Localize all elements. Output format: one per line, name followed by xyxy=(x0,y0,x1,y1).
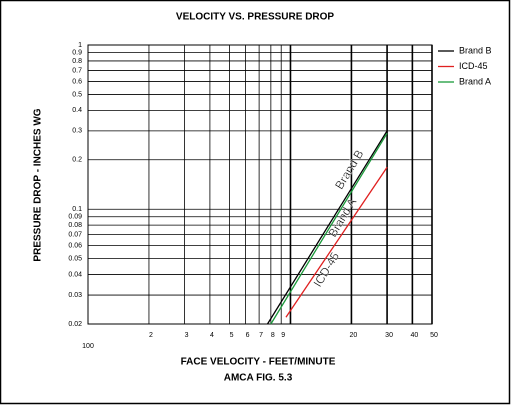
x-tick-label: 8 xyxy=(271,332,275,339)
x-tick-label: 9 xyxy=(281,332,285,339)
y-tick-label: 0.4 xyxy=(72,107,82,114)
chart-title: VELOCITY VS. PRESSURE DROP xyxy=(176,12,335,23)
y-axis-label: PRESSURE DROP - INCHES WG xyxy=(33,108,44,261)
y-tick-label: 0.9 xyxy=(72,49,82,56)
x-tick-label: 3 xyxy=(185,332,189,339)
x-tick-label: 100 xyxy=(82,343,94,350)
legend-label: ICD-45 xyxy=(459,61,488,71)
x-tick-label: 2 xyxy=(149,332,153,339)
y-tick-label: 0.08 xyxy=(68,222,82,229)
x-axis-label: FACE VELOCITY - FEET/MINUTE xyxy=(181,357,336,368)
x-tick-label: 7 xyxy=(259,332,263,339)
y-tick-label: 0.05 xyxy=(68,255,82,262)
y-tick-label: 0.1 xyxy=(72,206,82,213)
y-tick-label: 0.07 xyxy=(68,231,82,238)
y-tick-label: 1 xyxy=(78,42,82,49)
series-line xyxy=(266,130,388,325)
y-tick-label: 0.2 xyxy=(72,157,82,164)
y-tick-label: 0.09 xyxy=(68,214,82,221)
x-tick-label: 40 xyxy=(410,332,418,339)
y-tick-label: 0.02 xyxy=(68,321,82,328)
y-tick-label: 0.8 xyxy=(72,58,82,65)
y-tick-label: 0.06 xyxy=(68,242,82,249)
series-line xyxy=(270,132,388,325)
legend-label: Brand B xyxy=(459,45,492,55)
y-tick-label: 0.6 xyxy=(72,78,82,85)
x-tick-label: 50 xyxy=(430,332,438,339)
figure-caption: AMCA FIG. 5.3 xyxy=(224,373,293,384)
x-tick-label: 20 xyxy=(350,332,358,339)
x-tick-label: 30 xyxy=(385,332,393,339)
y-tick-label: 0.7 xyxy=(72,67,82,74)
legend-label: Brand A xyxy=(459,76,491,86)
x-tick-label: 6 xyxy=(246,332,250,339)
y-tick-label: 0.5 xyxy=(72,91,82,98)
series-line xyxy=(285,166,388,318)
y-tick-label: 0.3 xyxy=(72,128,82,135)
y-tick-label: 0.04 xyxy=(68,271,82,278)
x-tick-label: 5 xyxy=(230,332,234,339)
plot-border xyxy=(87,44,433,325)
x-tick-label: 4 xyxy=(210,332,214,339)
y-tick-label: 0.03 xyxy=(68,292,82,299)
